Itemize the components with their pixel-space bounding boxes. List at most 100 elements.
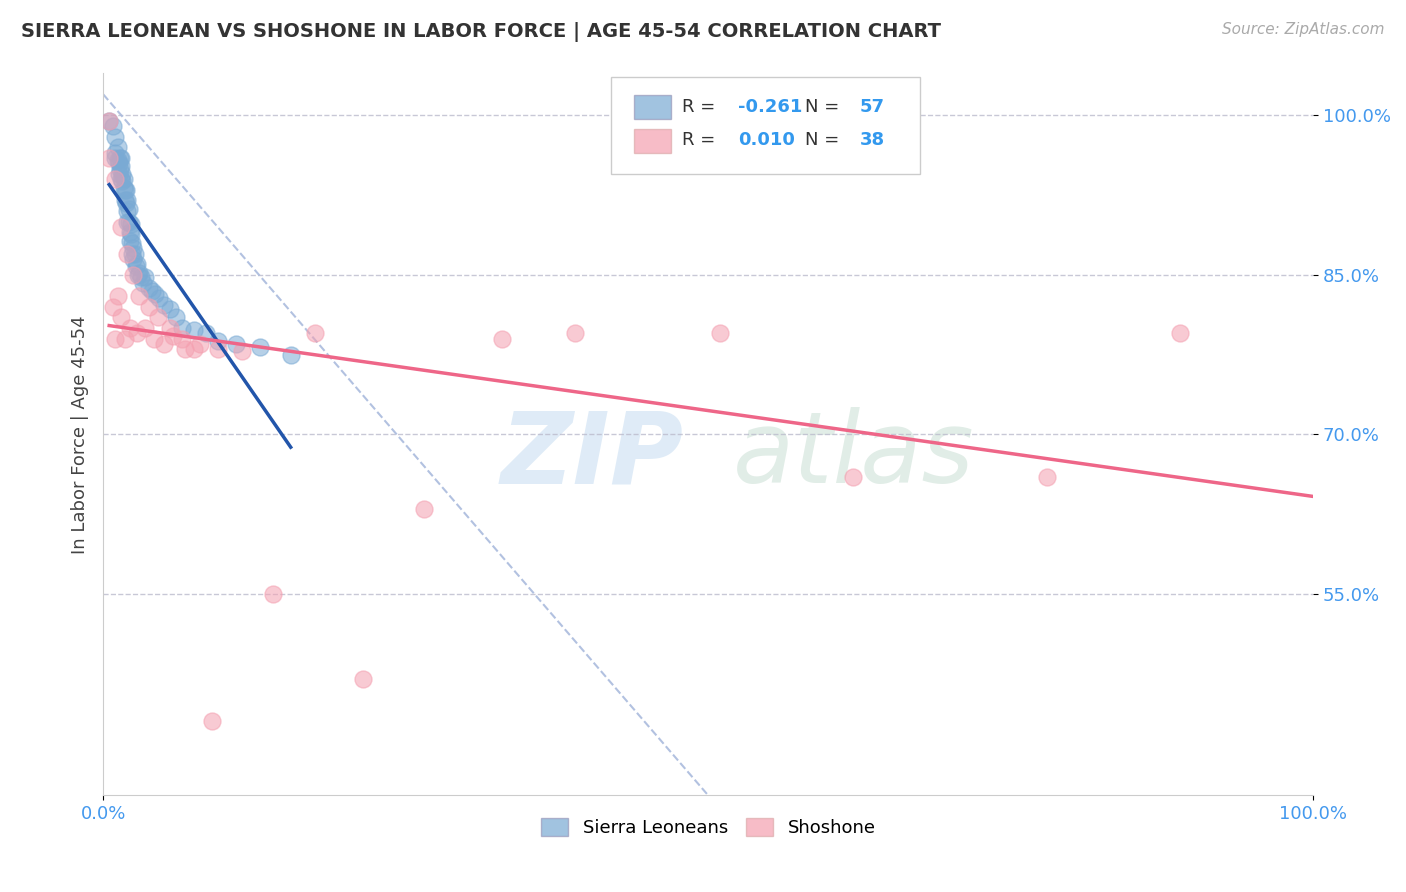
Point <box>352 672 374 686</box>
Point <box>143 287 166 301</box>
Point <box>249 340 271 354</box>
Point <box>842 469 865 483</box>
Point <box>110 160 132 174</box>
Point <box>170 332 193 346</box>
Point <box>117 194 139 208</box>
Point <box>122 252 145 266</box>
Point <box>159 321 181 335</box>
Point <box>107 153 129 167</box>
Point <box>111 167 134 181</box>
Text: 38: 38 <box>859 131 884 149</box>
Point <box>128 266 150 280</box>
Point <box>108 161 131 176</box>
Point <box>146 310 169 325</box>
Point <box>108 156 131 170</box>
Y-axis label: In Labor Force | Age 45-54: In Labor Force | Age 45-54 <box>72 315 89 554</box>
Point <box>110 172 132 186</box>
Text: ZIP: ZIP <box>501 408 683 504</box>
Text: Source: ZipAtlas.com: Source: ZipAtlas.com <box>1222 22 1385 37</box>
Point <box>231 344 253 359</box>
Point <box>110 220 132 235</box>
Point <box>117 215 139 229</box>
Text: N =: N = <box>806 98 839 116</box>
Point <box>104 172 127 186</box>
Point <box>128 289 150 303</box>
Point <box>159 301 181 316</box>
Point <box>112 172 135 186</box>
Point <box>110 151 132 165</box>
Point <box>134 321 156 335</box>
Point <box>207 342 229 356</box>
Point <box>1036 469 1059 483</box>
Point <box>162 329 184 343</box>
Point <box>1168 326 1191 341</box>
Point <box>132 277 155 291</box>
Point <box>183 323 205 337</box>
Point <box>101 300 124 314</box>
FancyBboxPatch shape <box>634 128 671 153</box>
Point <box>129 269 152 284</box>
Point <box>491 332 513 346</box>
Point <box>262 586 284 600</box>
Text: atlas: atlas <box>733 408 974 504</box>
Text: R =: R = <box>682 98 714 116</box>
Point <box>104 129 127 144</box>
Point <box>142 332 165 346</box>
Point <box>110 310 132 325</box>
Point <box>122 268 145 282</box>
Point <box>141 284 163 298</box>
Point <box>201 714 224 728</box>
Point <box>125 326 148 341</box>
Point <box>107 140 129 154</box>
Point <box>115 195 138 210</box>
Point <box>188 337 211 351</box>
Point <box>709 326 731 341</box>
Point <box>148 291 170 305</box>
Text: N =: N = <box>806 131 839 149</box>
FancyBboxPatch shape <box>634 95 671 120</box>
Point <box>138 280 160 294</box>
Point <box>98 113 121 128</box>
Point <box>225 337 247 351</box>
Point <box>207 334 229 348</box>
Point <box>125 260 148 274</box>
Point <box>120 227 142 242</box>
Point <box>564 326 586 341</box>
Point <box>117 202 139 216</box>
Point <box>107 289 129 303</box>
Point <box>112 180 135 194</box>
Point <box>127 268 149 282</box>
Point <box>138 300 160 314</box>
Point <box>101 119 124 133</box>
Point <box>114 332 136 346</box>
Text: 0.010: 0.010 <box>738 131 796 149</box>
Point <box>412 501 434 516</box>
Point <box>195 326 218 341</box>
Point <box>117 215 139 229</box>
Point <box>98 151 121 165</box>
Point <box>134 269 156 284</box>
Point <box>152 297 174 311</box>
Point <box>152 337 174 351</box>
Point <box>165 310 187 325</box>
Point <box>120 217 142 231</box>
Point <box>104 145 127 160</box>
FancyBboxPatch shape <box>612 77 920 174</box>
Point <box>98 113 121 128</box>
Point <box>117 204 139 219</box>
Point <box>121 235 143 250</box>
Point <box>124 246 146 260</box>
Point <box>108 167 131 181</box>
Point <box>111 174 134 188</box>
Text: 57: 57 <box>859 98 884 116</box>
Text: -0.261: -0.261 <box>738 98 803 116</box>
Point <box>125 257 148 271</box>
Legend: Sierra Leoneans, Shoshone: Sierra Leoneans, Shoshone <box>534 810 883 844</box>
Point <box>280 347 302 361</box>
Point <box>115 183 138 197</box>
Point <box>104 332 127 346</box>
Point <box>170 321 193 335</box>
Point <box>118 321 141 335</box>
Point <box>304 326 326 341</box>
Point <box>117 246 139 260</box>
